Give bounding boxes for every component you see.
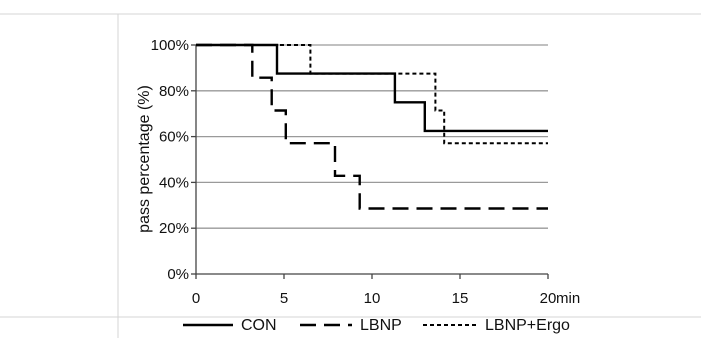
x-tick-label: 20 — [540, 290, 557, 307]
series-line-lbnp-ergo — [196, 44, 548, 145]
y-tick-label: 80% — [159, 83, 189, 100]
legend-label: LBNP+Ergo — [485, 317, 570, 334]
tick-labels: 0% 20% 40% 60% 80% 100% 0 5 10 15 20 — [151, 37, 557, 307]
x-tick-label: 5 — [280, 290, 288, 307]
axes — [191, 44, 549, 279]
legend-label: LBNP — [360, 317, 402, 334]
y-axis-title: pass percentage (%) — [136, 85, 153, 233]
y-tick-label: 100% — [151, 37, 189, 54]
legend: CON LBNP LBNP+Ergo — [183, 317, 570, 334]
y-tick-label: 0% — [167, 266, 189, 283]
series-line-lbnp — [196, 43, 548, 210]
legend-label: CON — [241, 317, 277, 334]
gridlines — [196, 44, 548, 229]
y-tick-label: 40% — [159, 174, 189, 191]
x-axis-unit: min — [556, 290, 580, 307]
x-tick-label: 0 — [192, 290, 200, 307]
series-group — [196, 43, 548, 210]
series-line-con — [196, 43, 548, 133]
y-tick-label: 60% — [159, 129, 189, 146]
x-tick-label: 10 — [364, 290, 381, 307]
y-tick-label: 20% — [159, 220, 189, 237]
x-tick-label: 15 — [452, 290, 469, 307]
